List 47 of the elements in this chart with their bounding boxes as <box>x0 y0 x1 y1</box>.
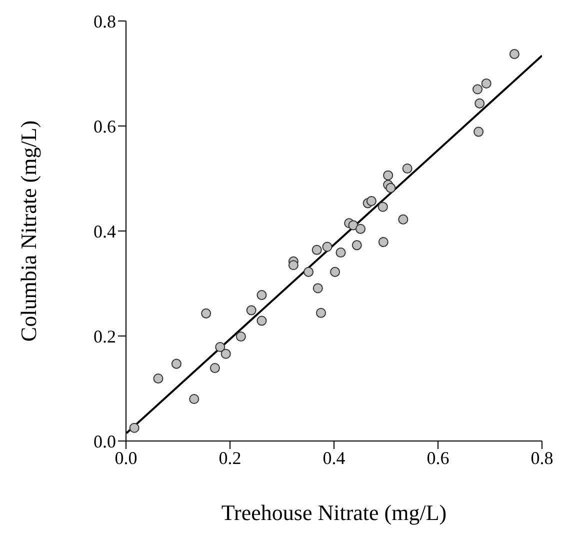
y-tick-label: 0.4 <box>94 221 116 242</box>
x-tick-label: 0.8 <box>530 448 554 468</box>
y-tick-label: 0.0 <box>94 431 116 452</box>
point <box>171 358 182 369</box>
point <box>348 220 358 230</box>
point <box>378 237 388 248</box>
y-tick-label: 0.2 <box>94 326 116 346</box>
x-axis-title: Treehouse Nitrate (mg/L) <box>221 500 447 525</box>
x-tick-label: 0.2 <box>218 448 242 468</box>
y-tick-label: 0.8 <box>94 11 116 32</box>
point <box>129 422 140 433</box>
point <box>509 49 520 60</box>
point <box>256 316 267 326</box>
point <box>312 283 323 294</box>
point <box>398 214 408 224</box>
point <box>352 240 362 250</box>
point <box>153 374 164 384</box>
point <box>366 196 376 206</box>
point <box>201 308 212 318</box>
point <box>288 260 298 270</box>
point <box>378 202 388 212</box>
point <box>210 363 220 374</box>
point <box>215 342 226 352</box>
point <box>474 126 484 137</box>
point <box>312 244 322 255</box>
point <box>316 308 326 318</box>
point <box>386 182 396 193</box>
point <box>236 332 246 342</box>
point <box>220 348 231 359</box>
y-axis-title: Columbia Nitrate (mg/L) <box>16 120 41 342</box>
point <box>322 242 332 252</box>
point <box>336 248 346 258</box>
point <box>256 290 267 300</box>
point <box>304 266 314 277</box>
x-tick-label: 0.4 <box>322 448 346 468</box>
point <box>474 98 485 108</box>
y-tick-label: 0.6 <box>94 116 116 136</box>
point <box>246 305 256 316</box>
point <box>383 170 394 180</box>
point <box>330 266 340 277</box>
point <box>481 78 492 88</box>
point <box>472 84 483 94</box>
x-tick-label: 0.0 <box>114 448 138 468</box>
point <box>189 394 200 404</box>
x-tick-label: 0.6 <box>426 448 450 468</box>
point <box>402 164 412 174</box>
point <box>356 224 366 234</box>
